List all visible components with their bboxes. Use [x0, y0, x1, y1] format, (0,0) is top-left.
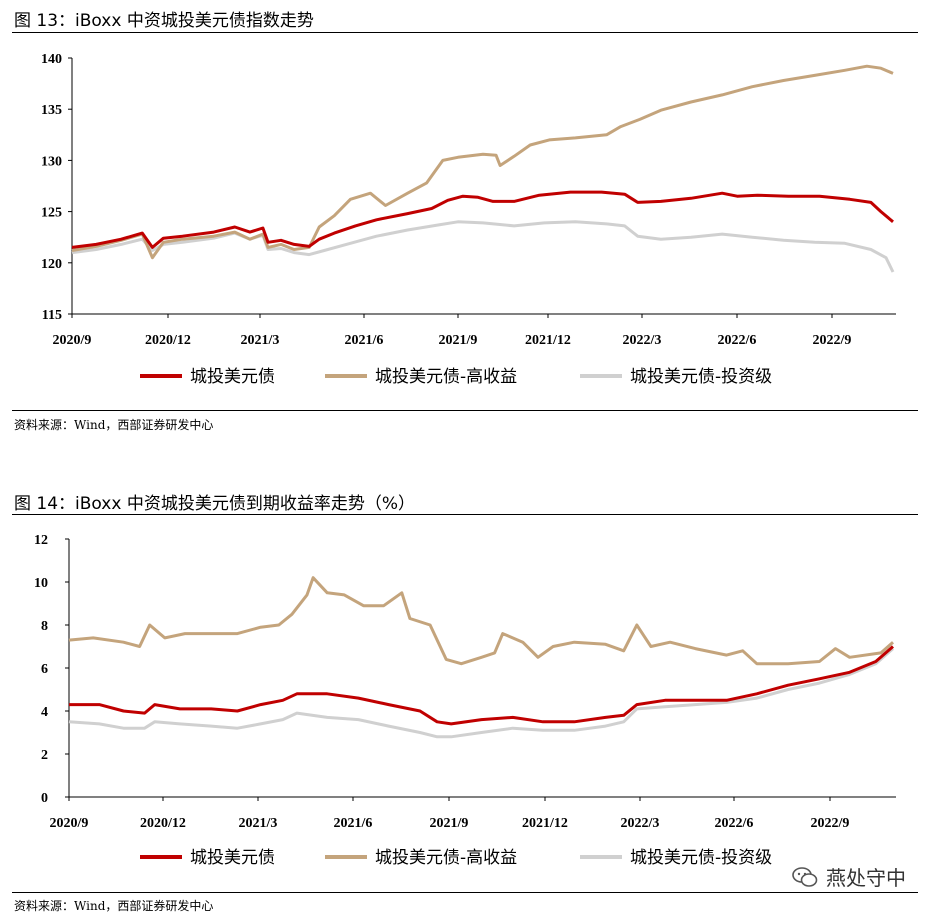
- figure-13-bottom-rule: [12, 410, 918, 411]
- x-tick-label: 2021/9: [439, 333, 478, 348]
- series-line-main: [69, 645, 894, 726]
- series-line-high-yield: [71, 64, 894, 260]
- legend-label: 城投美元债: [190, 367, 275, 387]
- legend-label: 城投美元债-投资级: [630, 848, 772, 868]
- figure-13-title: 图 13：iBoxx 中资城投美元债指数走势: [14, 11, 314, 31]
- y-tick-label: 140: [41, 52, 62, 67]
- y-tick-label: 2: [41, 748, 48, 763]
- y-tick-label: 4: [41, 705, 48, 720]
- x-tick-label: 2022/3: [623, 333, 662, 348]
- figure-13-top-rule: [12, 32, 918, 33]
- y-tick-label: 125: [41, 206, 62, 221]
- x-tick-label: 2022/6: [718, 333, 757, 348]
- x-tick-label: 2020/12: [140, 816, 186, 831]
- figure-14-top-rule: [12, 514, 918, 515]
- x-tick-label: 2022/6: [715, 816, 754, 831]
- wechat-icon: [792, 866, 818, 887]
- x-tick-label: 2021/12: [525, 333, 571, 348]
- figure-14-source: 资料来源：Wind，西部证券研发中心: [14, 899, 214, 913]
- x-tick-label: 2021/9: [430, 816, 469, 831]
- legend-label: 城投美元债-投资级: [630, 367, 772, 387]
- series-line-high-yield: [68, 576, 894, 666]
- x-tick-label: 2022/9: [813, 333, 852, 348]
- legend-label: 城投美元债: [190, 848, 275, 868]
- y-tick-label: 6: [41, 662, 48, 677]
- x-tick-label: 2020/9: [53, 333, 92, 348]
- y-tick-label: 0: [41, 791, 48, 806]
- x-tick-label: 2021/6: [334, 816, 373, 831]
- x-tick-label: 2021/3: [241, 333, 280, 348]
- y-tick-label: 130: [41, 154, 62, 169]
- y-tick-label: 10: [34, 576, 48, 591]
- watermark-text: 燕处守中: [826, 866, 906, 890]
- x-tick-label: 2021/3: [239, 816, 278, 831]
- series-line-investment-grade: [68, 647, 894, 739]
- x-tick-label: 2021/12: [522, 816, 568, 831]
- legend-label: 城投美元债-高收益: [375, 848, 517, 868]
- y-tick-label: 8: [41, 619, 48, 634]
- watermark: 燕处守中: [792, 862, 906, 891]
- figure-14-chart: 0 2 4 6 8 10 12 2020/9 2020/12 2021/3 2021/6 2021/9…: [34, 533, 896, 868]
- y-tick-label: 12: [34, 533, 48, 548]
- x-tick-label: 2020/9: [50, 816, 89, 831]
- series-line-investment-grade: [71, 220, 895, 273]
- y-tick-label: 135: [41, 103, 62, 118]
- series-line-main: [71, 190, 894, 249]
- x-tick-label: 2020/12: [145, 333, 191, 348]
- y-tick-label: 120: [41, 257, 62, 272]
- figure-14-title: 图 14：iBoxx 中资城投美元债到期收益率走势（%）: [14, 494, 415, 514]
- legend-label: 城投美元债-高收益: [375, 367, 517, 387]
- figure-14-bottom-rule: [12, 892, 918, 893]
- y-tick-label: 115: [42, 308, 62, 323]
- x-tick-label: 2021/6: [345, 333, 384, 348]
- figure-13-source: 资料来源：Wind，西部证券研发中心: [14, 418, 214, 432]
- x-tick-label: 2022/3: [621, 816, 660, 831]
- figure-13-chart: 115 120 125 130 135 140 2020/9 2020/12 2021/3 202…: [41, 52, 896, 387]
- x-tick-label: 2022/9: [811, 816, 850, 831]
